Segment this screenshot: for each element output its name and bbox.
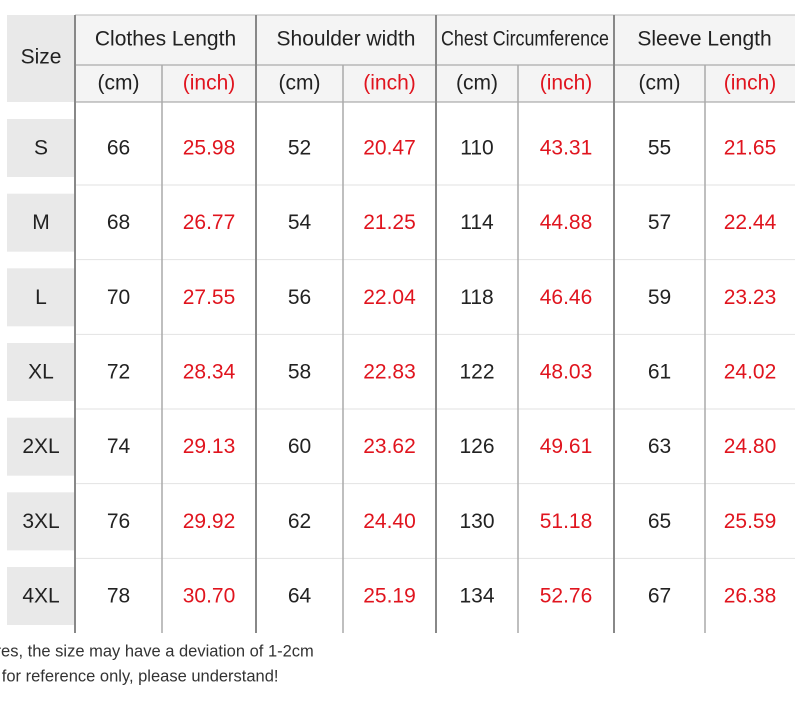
cell: 78	[107, 585, 130, 608]
cell: 126	[459, 435, 494, 458]
cell: 30.70	[183, 585, 236, 608]
unit-header: (cm)	[456, 72, 498, 95]
cell: 134	[459, 585, 494, 608]
size-label: L	[35, 286, 47, 309]
group-header: Shoulder width	[277, 28, 416, 51]
cell: 22.44	[724, 211, 777, 234]
group-header: Sleeve Length	[637, 28, 771, 51]
cell: 110	[460, 137, 493, 160]
cell: 26.77	[183, 211, 236, 234]
cell: 76	[107, 510, 130, 533]
size-label: S	[34, 137, 48, 160]
unit-header: (inch)	[540, 72, 593, 95]
cell: 51.18	[540, 510, 593, 533]
cell: 54	[288, 211, 312, 234]
size-cell-bg	[7, 193, 75, 252]
cell: 22.83	[363, 361, 416, 384]
size-label: M	[32, 211, 50, 234]
cell: 20.47	[363, 137, 416, 160]
cell: 64	[288, 585, 312, 608]
cell: 28.34	[183, 361, 236, 384]
cell: 56	[288, 286, 311, 309]
cell: 52	[288, 137, 311, 160]
cell: 25.59	[724, 510, 777, 533]
cell: 52.76	[540, 585, 593, 608]
cell: 24.80	[724, 435, 777, 458]
cell: 74	[107, 435, 131, 458]
cell: 62	[288, 510, 311, 533]
cell: 72	[107, 361, 130, 384]
cell: 25.98	[183, 137, 236, 160]
size-label: 4XL	[22, 585, 59, 608]
unit-header: (cm)	[98, 72, 140, 95]
footnote: (0.39-0.79inch),The size chart is for re…	[0, 667, 278, 685]
cell: 118	[460, 286, 493, 309]
cell: 26.38	[724, 585, 777, 608]
cell: 122	[459, 361, 494, 384]
cell: 24.40	[363, 510, 416, 533]
group-header: Chest Circumference	[441, 28, 609, 51]
cell: 29.13	[183, 435, 236, 458]
cell: 130	[459, 510, 494, 533]
size-cell-bg	[7, 417, 75, 476]
cell: 70	[107, 286, 130, 309]
unit-header: (inch)	[363, 72, 416, 95]
cell: 60	[288, 435, 311, 458]
cell: 48.03	[540, 361, 593, 384]
size-label: 2XL	[22, 435, 59, 458]
size-header: Size	[21, 46, 62, 69]
cell: 21.65	[724, 137, 777, 160]
size-cell-bg	[7, 567, 75, 626]
cell: 55	[648, 137, 671, 160]
size-label: XL	[28, 361, 54, 384]
size-cell-bg	[7, 268, 75, 327]
cell: 58	[288, 361, 311, 384]
size-cell-bg	[7, 343, 75, 402]
cell: 63	[648, 435, 671, 458]
cell: 114	[460, 211, 494, 234]
cell: 65	[648, 510, 671, 533]
cell: 43.31	[540, 137, 593, 160]
unit-header: (inch)	[183, 72, 236, 95]
cell: 57	[648, 211, 671, 234]
unit-header: (inch)	[724, 72, 777, 95]
cell: 59	[648, 286, 671, 309]
unit-header: (cm)	[279, 72, 321, 95]
cell: 68	[107, 211, 130, 234]
cell: 66	[107, 137, 130, 160]
cell: 67	[648, 585, 671, 608]
cell: 25.19	[363, 585, 416, 608]
cell: 61	[648, 361, 671, 384]
cell: 49.61	[540, 435, 593, 458]
group-header: Clothes Length	[95, 28, 236, 51]
cell: 27.55	[183, 286, 236, 309]
cell: 23.62	[363, 435, 416, 458]
cell: 23.23	[724, 286, 777, 309]
cell: 22.04	[363, 286, 416, 309]
size-header-bg	[7, 15, 75, 102]
unit-header: (cm)	[639, 72, 681, 95]
size-cell-bg	[7, 492, 75, 551]
cell: 44.88	[540, 211, 593, 234]
size-cell-bg	[7, 119, 75, 177]
footnote: *Due to different measurement gestures, …	[0, 642, 314, 660]
cell: 24.02	[724, 361, 777, 384]
size-label: 3XL	[22, 510, 59, 533]
cell: 29.92	[183, 510, 236, 533]
cell: 46.46	[540, 286, 593, 309]
cell: 21.25	[363, 211, 416, 234]
